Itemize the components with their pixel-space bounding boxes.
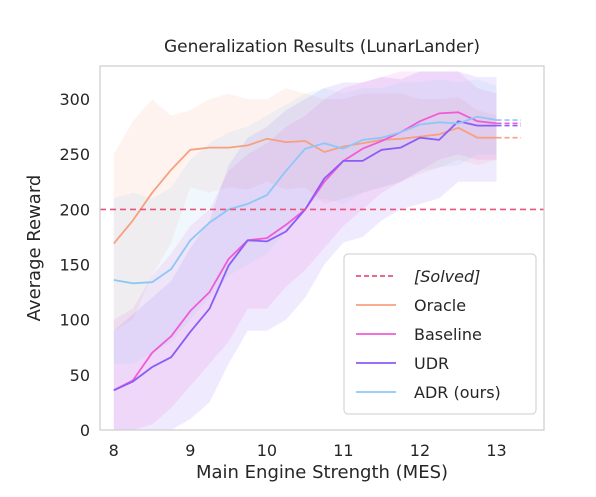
y-axis-label: Average Reward: [24, 175, 45, 322]
plot-border: [99, 65, 545, 431]
oracle-line: [113, 126, 497, 245]
x-tick-label: 13: [486, 441, 506, 460]
x-axis-ticks: 8 9 10 11 12 13: [109, 441, 507, 460]
x-tick-label: 12: [410, 441, 430, 460]
chart-title: Generalization Results (LunarLander): [164, 37, 480, 57]
y-tick-label: 250: [59, 145, 90, 164]
y-tick-label: 300: [59, 90, 90, 109]
y-axis-ticks: 0 50 100 150 200 250 300: [59, 90, 90, 440]
y-tick-label: 100: [59, 311, 90, 330]
udr-band: [113, 71, 497, 430]
adr-ours-line: [113, 115, 497, 285]
x-tick-label: 9: [185, 441, 195, 460]
plot-frame: [99, 65, 545, 431]
legend-label-baseline: Baseline: [414, 325, 482, 344]
legend-label-solved: [Solved]: [414, 267, 480, 286]
y-tick-label: 150: [59, 256, 90, 275]
x-tick-label: 11: [333, 441, 353, 460]
legend-label-oracle: Oracle: [414, 296, 466, 315]
legend: [Solved] Oracle Baseline UDR ADR (ours): [343, 253, 537, 415]
x-tick-label: 10: [257, 441, 277, 460]
baseline-band: [113, 71, 497, 430]
y-tick-label: 50: [70, 366, 90, 385]
x-axis-label: Main Engine Strength (MES): [196, 462, 448, 483]
legend-label-adr-ours: ADR (ours): [414, 383, 501, 402]
legend-label-udr: UDR: [414, 354, 449, 373]
legend-box: [343, 253, 537, 415]
x-tick-label: 8: [109, 441, 119, 460]
y-tick-label: 0: [80, 421, 90, 440]
y-tick-label: 200: [59, 200, 90, 219]
oracle-band: [113, 88, 497, 331]
